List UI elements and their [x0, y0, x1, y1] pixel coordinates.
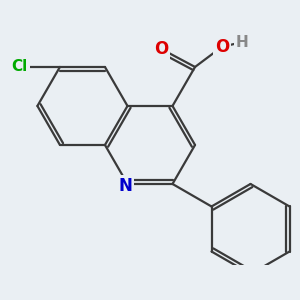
Text: Cl: Cl: [11, 59, 28, 74]
Text: N: N: [118, 177, 132, 195]
Text: H: H: [236, 35, 249, 50]
Text: O: O: [154, 40, 168, 58]
Text: O: O: [215, 38, 229, 56]
